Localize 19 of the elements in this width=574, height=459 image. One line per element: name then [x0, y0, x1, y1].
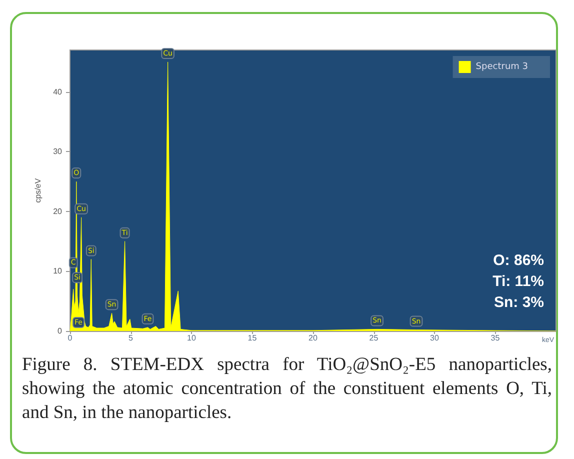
y-tick-label: 30 [53, 147, 63, 156]
annotation: O: 86% [492, 251, 544, 271]
y-tick-label: 10 [53, 266, 63, 276]
x-tick-label: 0 [68, 334, 73, 342]
annotation: Ti: 11% [492, 272, 544, 292]
caption: Figure 8. STEM-EDX spectra for TiO₂@SnO₂-E5 nanoparticles, showing the atomic concentration of the constituent elements O, Ti, and Sn, in the nanoparticles. [22, 354, 552, 425]
x-tick-label: 35 [490, 334, 500, 342]
x-tick-label: 25 [369, 334, 379, 342]
x-tick-label: 20 [308, 334, 318, 342]
y-axis-title: cps/eV [34, 178, 43, 203]
y-tick-label: 0 [58, 326, 63, 336]
y-tick-label: 20 [53, 206, 63, 216]
x-tick-label: 5 [128, 334, 134, 342]
legend-label: Spectrum 3 [476, 62, 528, 72]
annotation: Sn: 3% [492, 293, 544, 313]
y-tick-label: 40 [53, 87, 63, 96]
x-tick-label: 30 [430, 334, 440, 342]
x-tick-label: 10 [187, 334, 196, 342]
x-tick-label: 15 [248, 334, 258, 342]
